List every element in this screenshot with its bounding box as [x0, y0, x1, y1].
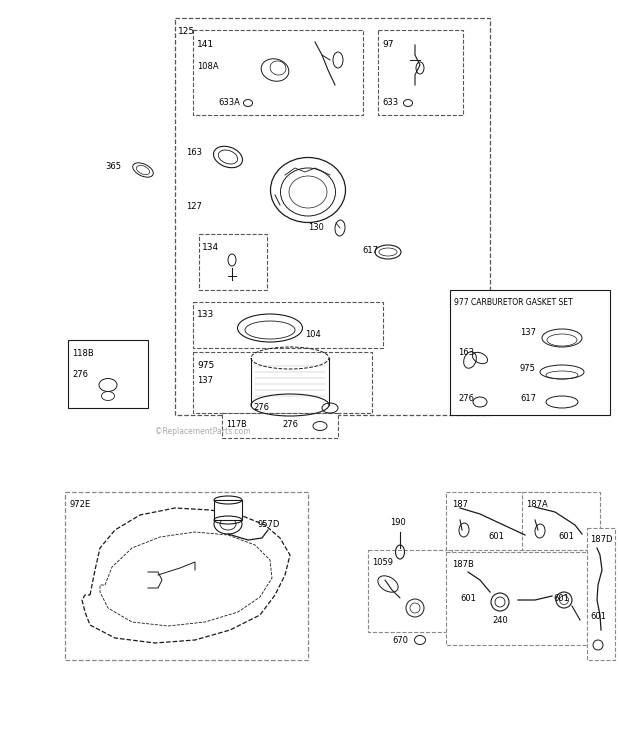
Text: 187B: 187B	[452, 560, 474, 569]
Text: 601: 601	[553, 594, 569, 603]
Text: 365: 365	[105, 162, 121, 171]
Text: 117B: 117B	[226, 420, 247, 429]
Text: 240: 240	[492, 616, 508, 625]
Text: 134: 134	[202, 243, 219, 252]
Text: 975: 975	[197, 361, 215, 370]
Text: 137: 137	[520, 328, 536, 337]
Text: 601: 601	[460, 594, 476, 603]
Text: 975: 975	[520, 364, 536, 373]
Text: 276: 276	[253, 403, 269, 412]
Text: 670: 670	[392, 636, 408, 645]
Bar	[65, 492, 308, 660]
Text: 601: 601	[590, 612, 606, 621]
Text: 276: 276	[72, 370, 88, 379]
Text: 977 CARBURETOR GASKET SET: 977 CARBURETOR GASKET SET	[454, 298, 573, 307]
Text: 276: 276	[282, 420, 298, 429]
Text: 125: 125	[178, 27, 195, 36]
Text: 163: 163	[458, 348, 474, 357]
Text: 137: 137	[197, 376, 213, 385]
Text: 187: 187	[452, 500, 468, 509]
Bar	[450, 290, 610, 415]
Bar	[193, 352, 372, 413]
Text: 108A: 108A	[197, 62, 219, 71]
Bar	[193, 30, 363, 115]
Text: 601: 601	[558, 532, 574, 541]
Text: 190: 190	[390, 518, 405, 527]
Bar	[378, 30, 463, 115]
Text: 957D: 957D	[258, 520, 280, 529]
Bar	[446, 492, 538, 550]
Text: 118B: 118B	[72, 349, 94, 358]
Bar	[446, 552, 608, 645]
Text: 617: 617	[520, 394, 536, 403]
Text: 104: 104	[305, 330, 321, 339]
Bar	[522, 492, 600, 550]
Text: 617: 617	[362, 246, 378, 255]
Text: 187A: 187A	[526, 500, 547, 509]
Text: 141: 141	[197, 40, 214, 49]
Text: 633: 633	[382, 98, 398, 107]
Text: 163: 163	[186, 148, 202, 157]
Bar	[587, 528, 615, 660]
Text: 133: 133	[197, 310, 215, 319]
Text: 130: 130	[308, 223, 324, 232]
Text: 633A: 633A	[218, 98, 240, 107]
Bar	[68, 340, 148, 408]
Text: 127: 127	[186, 202, 202, 211]
Text: 187D: 187D	[590, 535, 613, 544]
Bar	[222, 413, 338, 438]
Text: 276: 276	[458, 394, 474, 403]
Text: 1059: 1059	[372, 558, 393, 567]
Text: 972E: 972E	[70, 500, 91, 509]
Text: 601: 601	[488, 532, 504, 541]
Bar	[214, 500, 242, 520]
Bar	[175, 18, 490, 415]
Text: 97: 97	[382, 40, 394, 49]
Bar	[368, 550, 452, 632]
Bar	[193, 302, 383, 348]
Bar	[199, 234, 267, 290]
Text: ©ReplacementParts.com: ©ReplacementParts.com	[155, 427, 250, 436]
